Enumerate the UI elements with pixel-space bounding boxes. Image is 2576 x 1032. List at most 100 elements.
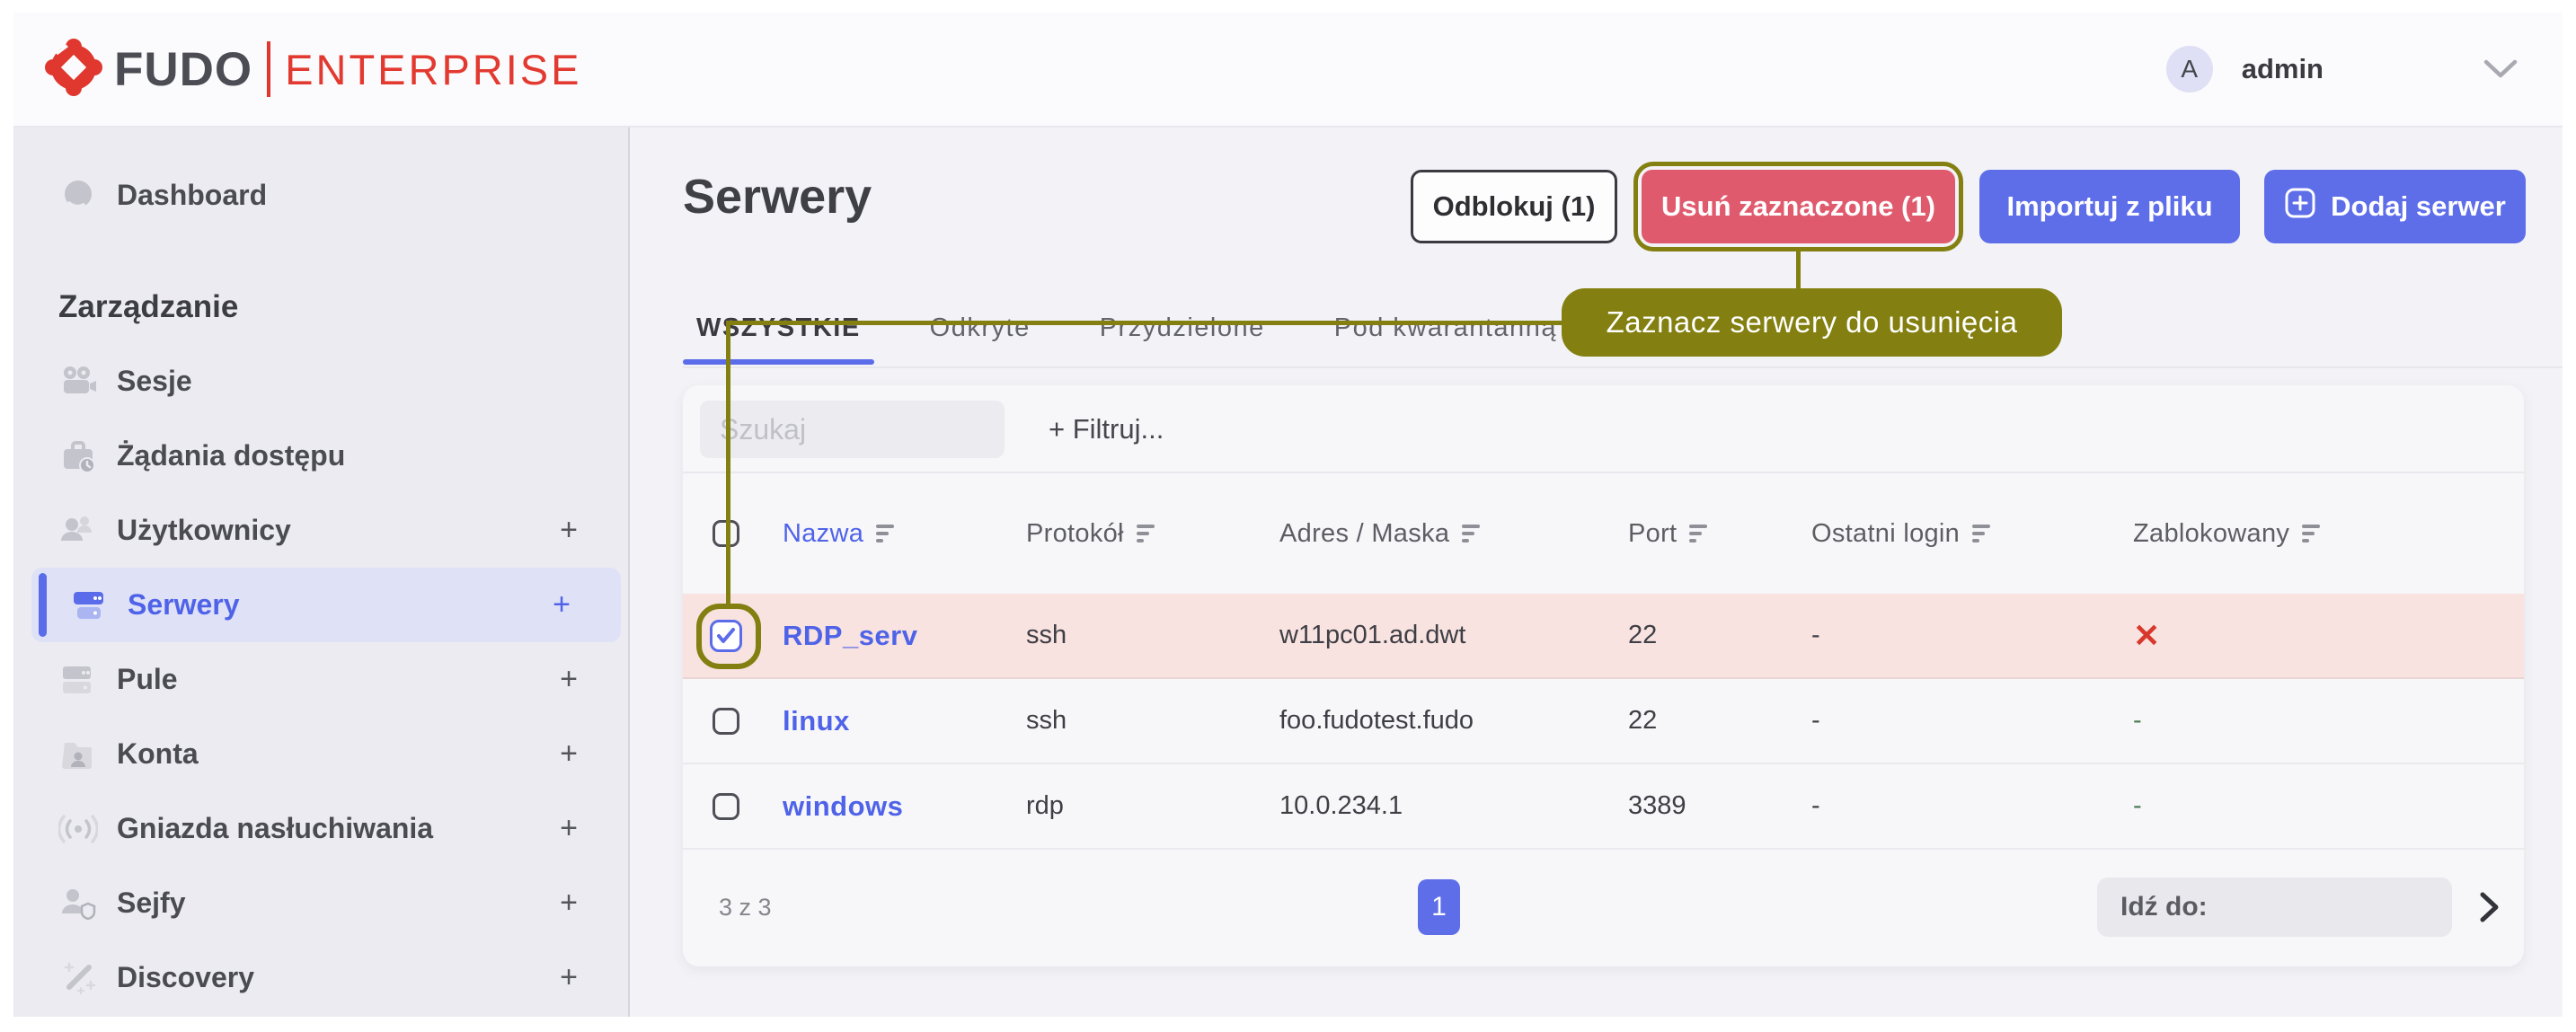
page-button[interactable]: 1 bbox=[1418, 879, 1460, 935]
column-header-protocol[interactable]: Protokół bbox=[1026, 519, 1279, 549]
chevron-down-icon[interactable] bbox=[2483, 59, 2518, 79]
page-actions: Odblokuj (1) Usuń zaznaczone (1) Importu… bbox=[1411, 170, 2526, 243]
cell-protocol: ssh bbox=[1026, 706, 1067, 735]
annotation-line-horizontal bbox=[726, 321, 1562, 325]
listeners-icon bbox=[58, 809, 98, 849]
plus-icon[interactable]: + bbox=[560, 960, 578, 994]
cell-protocol: rdp bbox=[1026, 791, 1064, 820]
dashboard-icon bbox=[58, 176, 98, 216]
add-server-icon bbox=[2284, 187, 2316, 226]
chevron-right-icon[interactable] bbox=[2478, 891, 2501, 923]
cell-last-login: - bbox=[1811, 621, 1820, 649]
safes-icon bbox=[58, 884, 98, 923]
search-row: + Filtruj... bbox=[683, 385, 2524, 473]
plus-icon[interactable]: + bbox=[560, 513, 578, 547]
sort-icon[interactable] bbox=[1136, 525, 1155, 542]
username: admin bbox=[2241, 53, 2324, 84]
sessions-icon bbox=[58, 362, 98, 401]
table-footer: 3 z 3 1 Idź do: bbox=[683, 850, 2524, 965]
fudo-logo: FUDO ENTERPRISE bbox=[44, 38, 582, 101]
accounts-icon bbox=[58, 735, 98, 774]
app-frame: FUDO ENTERPRISE A admin Dashboard Zarząd… bbox=[13, 13, 2563, 1019]
main-content: Serwery Odblokuj (1) Usuń zaznaczone (1)… bbox=[630, 128, 2563, 1017]
table-header: Nazwa Protokół Adres / Maska Port Ostatn… bbox=[683, 473, 2524, 594]
server-name-link[interactable]: RDP_serv bbox=[783, 619, 918, 651]
annotation-button-outline bbox=[1633, 162, 1963, 251]
sidebar-item-pools[interactable]: Pule + bbox=[13, 642, 628, 717]
cell-address: w11pc01.ad.dwt bbox=[1279, 621, 1466, 649]
unlock-button[interactable]: Odblokuj (1) bbox=[1411, 170, 1617, 243]
sidebar-item-servers[interactable]: Serwery + bbox=[31, 568, 621, 642]
plus-icon[interactable]: + bbox=[553, 587, 571, 622]
sidebar-item-discovery[interactable]: Discovery + bbox=[13, 940, 628, 1015]
cell-last-login: - bbox=[1811, 791, 1820, 820]
column-header-address[interactable]: Adres / Maska bbox=[1279, 519, 1628, 549]
table-row: linux ssh foo.fudotest.fudo 22 - - bbox=[683, 679, 2524, 764]
cell-protocol: ssh bbox=[1026, 621, 1067, 649]
sidebar-section-management: Zarządzanie bbox=[58, 289, 239, 324]
cell-blocked: - bbox=[2133, 791, 2142, 820]
access-requests-icon bbox=[58, 437, 98, 476]
add-server-button[interactable]: Dodaj serwer bbox=[2264, 170, 2526, 243]
plus-icon[interactable]: + bbox=[560, 662, 578, 696]
column-header-name[interactable]: Nazwa bbox=[783, 519, 1026, 549]
row-count: 3 z 3 bbox=[719, 893, 772, 921]
import-from-file-button[interactable]: Importuj z pliku bbox=[1979, 170, 2240, 243]
annotation-checkbox-ring bbox=[696, 604, 761, 669]
fudo-logo-icon bbox=[44, 38, 103, 101]
brand-separator bbox=[267, 41, 271, 97]
cell-blocked: - bbox=[2133, 706, 2142, 735]
row-checkbox[interactable] bbox=[713, 707, 739, 735]
column-header-last-login[interactable]: Ostatni login bbox=[1811, 519, 2133, 549]
sidebar-item-dashboard[interactable]: Dashboard bbox=[13, 158, 628, 233]
tab-all[interactable]: WSZYSTKIE bbox=[683, 289, 874, 366]
sort-icon[interactable] bbox=[2302, 525, 2321, 542]
tabs: WSZYSTKIE Odkryte Przydzielone Pod kwara… bbox=[683, 289, 2563, 368]
tab-discovered[interactable]: Odkryte bbox=[929, 313, 1031, 342]
sidebar-item-listeners[interactable]: Gniazda nasłuchiwania + bbox=[13, 791, 628, 866]
servers-card: + Filtruj... Nazwa Protokół Adres / Mask… bbox=[683, 385, 2524, 966]
cell-port: 3389 bbox=[1628, 791, 1686, 820]
column-header-blocked[interactable]: Zablokowany bbox=[2133, 519, 2524, 549]
cell-port: 22 bbox=[1628, 706, 1658, 735]
brand-name: FUDO bbox=[114, 42, 253, 96]
goto-page-input[interactable]: Idź do: bbox=[2097, 878, 2452, 937]
sort-icon[interactable] bbox=[1462, 525, 1481, 542]
avatar[interactable]: A bbox=[2165, 46, 2213, 93]
servers-icon bbox=[69, 586, 109, 625]
plus-icon[interactable]: + bbox=[560, 737, 578, 771]
plus-icon[interactable]: + bbox=[560, 811, 578, 845]
sort-icon[interactable] bbox=[876, 525, 895, 542]
annotation-tooltip: Zaznacz serwery do usunięcia bbox=[1562, 288, 2062, 357]
plus-icon[interactable]: + bbox=[560, 886, 578, 920]
sidebar-item-sessions[interactable]: Sesje bbox=[13, 344, 628, 419]
delete-selected-button[interactable]: Usuń zaznaczone (1) bbox=[1642, 170, 1955, 243]
sidebar: Dashboard Zarządzanie Sesje Żądania dost… bbox=[13, 128, 630, 1017]
active-indicator bbox=[39, 573, 47, 637]
tab-assigned[interactable]: Przydzielone bbox=[1099, 313, 1265, 342]
pools-icon bbox=[58, 660, 98, 700]
sort-icon[interactable] bbox=[1972, 525, 1991, 542]
column-header-port[interactable]: Port bbox=[1628, 519, 1811, 549]
row-checkbox[interactable] bbox=[713, 792, 739, 820]
server-name-link[interactable]: windows bbox=[783, 789, 904, 822]
sort-icon[interactable] bbox=[1689, 525, 1708, 542]
sidebar-item-access-requests[interactable]: Żądania dostępu bbox=[13, 419, 628, 493]
user-menu[interactable]: A admin bbox=[2165, 46, 2518, 93]
sidebar-item-users[interactable]: Użytkownicy + bbox=[13, 493, 628, 568]
sidebar-item-safes[interactable]: Sejfy + bbox=[13, 866, 628, 940]
discovery-icon bbox=[58, 958, 98, 998]
blocked-x-icon: ✕ bbox=[2133, 616, 2161, 654]
tab-quarantined[interactable]: Pod kwarantanną bbox=[1333, 313, 1557, 342]
cell-address: foo.fudotest.fudo bbox=[1279, 706, 1474, 735]
filter-button[interactable]: + Filtruj... bbox=[1049, 413, 1164, 445]
cell-port: 22 bbox=[1628, 621, 1658, 649]
row-checkbox-checked[interactable] bbox=[710, 619, 742, 652]
server-name-link[interactable]: linux bbox=[783, 704, 850, 737]
cell-address: 10.0.234.1 bbox=[1279, 791, 1403, 820]
top-bar: FUDO ENTERPRISE A admin bbox=[13, 13, 2563, 128]
sidebar-item-accounts[interactable]: Konta + bbox=[13, 717, 628, 791]
search-input[interactable] bbox=[700, 401, 1005, 458]
cell-last-login: - bbox=[1811, 706, 1820, 735]
brand-edition: ENTERPRISE bbox=[285, 45, 582, 93]
